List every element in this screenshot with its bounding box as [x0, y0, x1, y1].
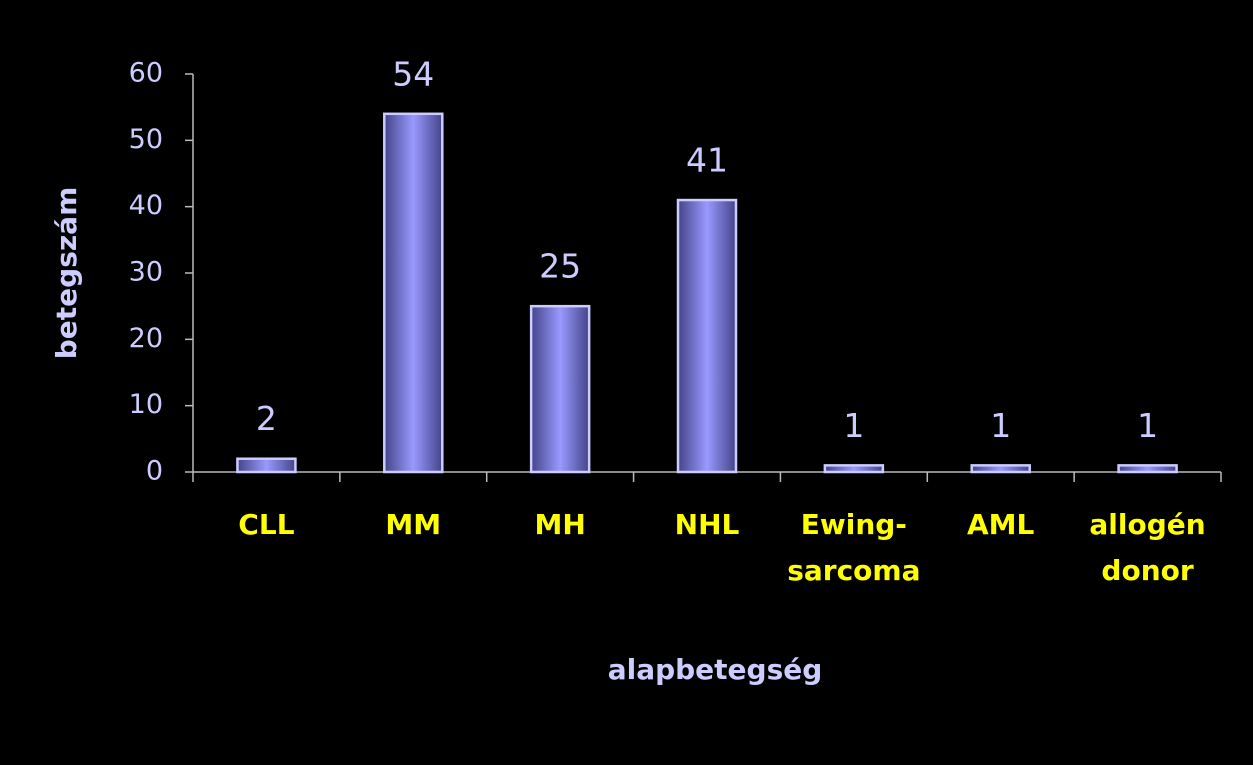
- bar: [1117, 464, 1178, 474]
- y-tick-label: 50: [129, 124, 163, 155]
- value-label: 1: [990, 406, 1011, 445]
- value-label: 25: [539, 247, 581, 286]
- x-tick-label: CLL: [238, 508, 295, 541]
- value-label: 1: [843, 406, 864, 445]
- x-axis-title: alapbetegség: [608, 653, 823, 686]
- bar: [676, 198, 738, 474]
- value-label: 41: [686, 141, 728, 180]
- x-tick-label: allogén donor: [1089, 508, 1206, 587]
- x-tick-label: NHL: [674, 508, 740, 541]
- y-tick-label: 20: [129, 323, 163, 354]
- x-tick-label: MH: [534, 508, 586, 541]
- bar: [529, 304, 591, 474]
- bar: [236, 457, 297, 474]
- value-label: 2: [256, 399, 277, 438]
- y-tick-label: 60: [129, 58, 163, 89]
- bar: [383, 112, 444, 474]
- x-tick-label: Ewing- sarcoma: [787, 508, 921, 587]
- x-tick-label: MM: [385, 508, 442, 541]
- y-tick-label: 30: [129, 257, 163, 288]
- y-tick-label: 10: [129, 389, 163, 420]
- value-label: 1: [1137, 406, 1158, 445]
- bar: [823, 464, 885, 474]
- y-tick-label: 40: [129, 190, 163, 221]
- y-tick-label: 0: [146, 456, 163, 487]
- y-axis-title: betegszám: [50, 187, 83, 359]
- value-label: 54: [392, 54, 434, 93]
- bar: [970, 464, 1031, 474]
- x-tick-label: AML: [967, 508, 1035, 541]
